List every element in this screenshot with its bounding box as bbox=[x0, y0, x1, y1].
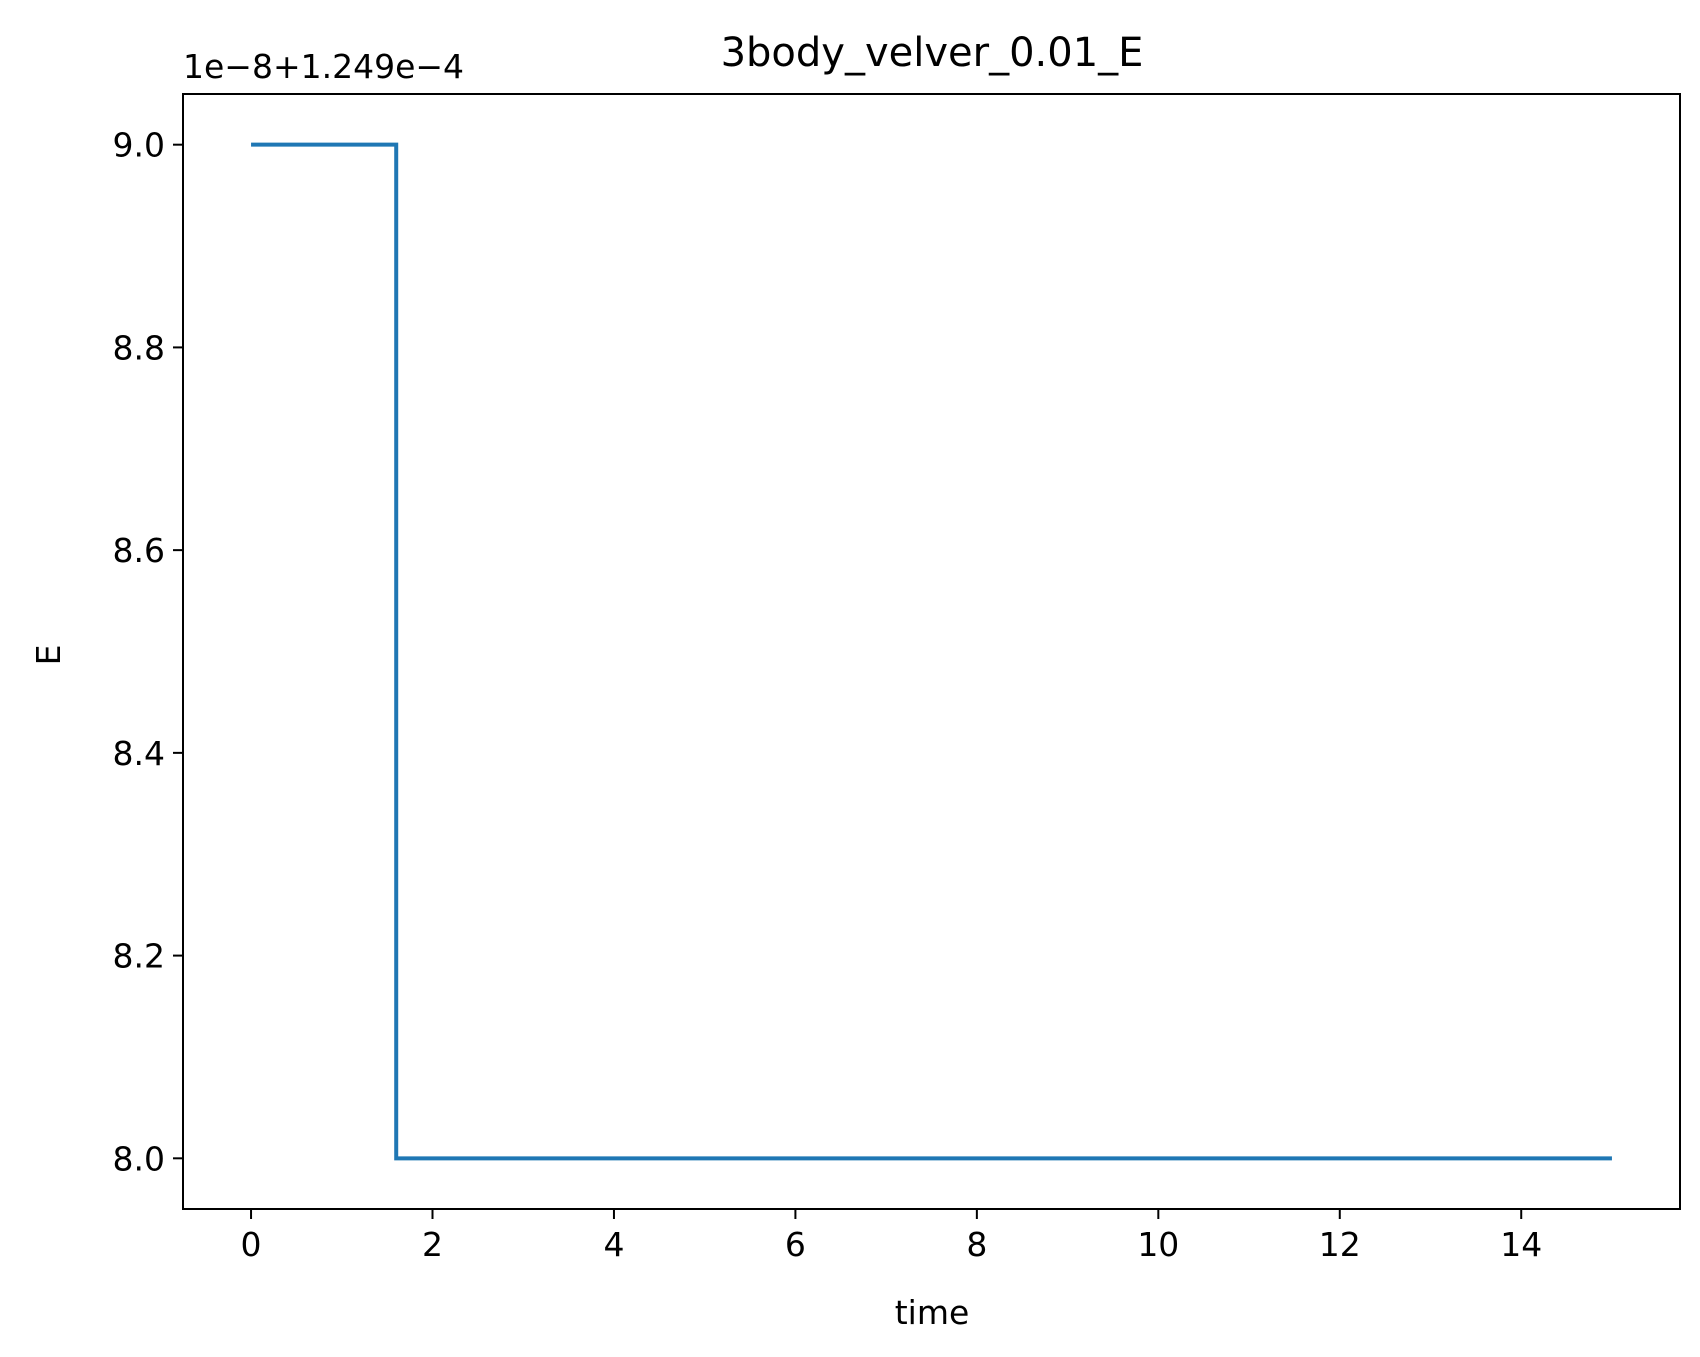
series-line-0 bbox=[251, 142, 1612, 1161]
y-offset-label: 1e−8+1.249e−4 bbox=[183, 47, 464, 86]
y-tick-label: 9.0 bbox=[113, 126, 165, 165]
x-tick-label: 10 bbox=[1137, 1225, 1179, 1264]
y-tick-label: 8.4 bbox=[113, 734, 165, 773]
x-tick-label: 2 bbox=[422, 1225, 443, 1264]
x-tick-label: 14 bbox=[1500, 1225, 1542, 1264]
y-axis-label: E bbox=[29, 645, 68, 666]
x-axis-label: time bbox=[895, 1293, 970, 1332]
x-axis-ticks: 0 2 4 6 8 10 12 14 bbox=[241, 1209, 1542, 1264]
y-tick-label: 8.6 bbox=[113, 531, 165, 570]
x-tick-label: 12 bbox=[1319, 1225, 1361, 1264]
x-tick-label: 0 bbox=[241, 1225, 262, 1264]
y-tick-label: 8.8 bbox=[113, 328, 165, 367]
y-tick-label: 8.2 bbox=[113, 937, 165, 976]
series-layer bbox=[251, 142, 1612, 1161]
chart-title: 3body_velver_0.01_E bbox=[721, 30, 1144, 76]
y-tick-label: 8.0 bbox=[113, 1139, 165, 1178]
x-tick-label: 4 bbox=[603, 1225, 624, 1264]
x-tick-label: 6 bbox=[785, 1225, 806, 1264]
x-tick-label: 8 bbox=[966, 1225, 987, 1264]
plot-area bbox=[183, 94, 1680, 1209]
plot-frame bbox=[182, 93, 1681, 1210]
y-axis-ticks: 8.0 8.2 8.4 8.6 8.8 9.0 bbox=[113, 126, 183, 1178]
